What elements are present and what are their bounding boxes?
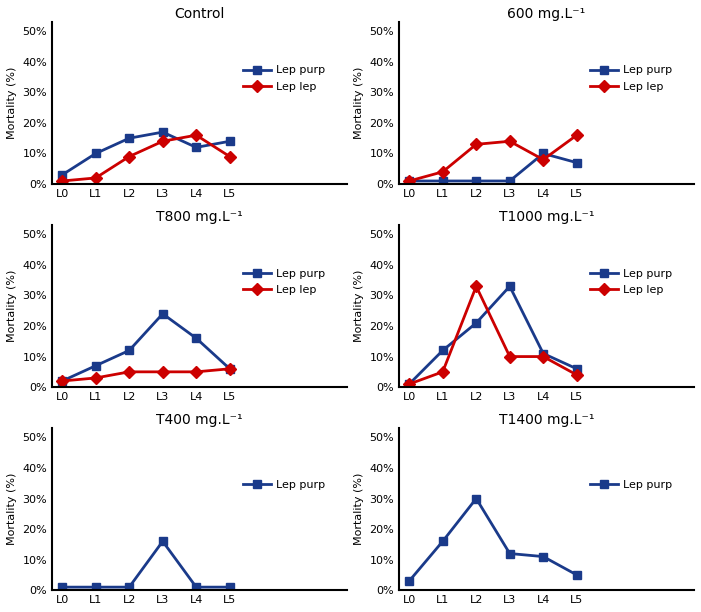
Lep purp xyxy=(125,347,133,354)
Lep purp xyxy=(439,177,447,185)
Legend: Lep purp, Lep lep: Lep purp, Lep lep xyxy=(240,266,327,297)
Y-axis label: Mortality (%): Mortality (%) xyxy=(7,270,17,342)
Lep lep xyxy=(539,353,547,360)
Lep lep xyxy=(505,138,514,145)
Lep lep xyxy=(505,353,514,360)
Lep purp xyxy=(192,335,200,342)
Line: Lep purp: Lep purp xyxy=(58,537,234,591)
Y-axis label: Mortality (%): Mortality (%) xyxy=(354,270,364,342)
Line: Lep purp: Lep purp xyxy=(405,494,581,585)
Lep purp xyxy=(439,347,447,354)
Line: Lep purp: Lep purp xyxy=(58,310,234,385)
Lep lep xyxy=(226,153,234,160)
Lep purp xyxy=(158,537,167,545)
Lep purp xyxy=(573,365,581,373)
Lep lep xyxy=(405,381,414,388)
Line: Lep lep: Lep lep xyxy=(405,131,581,185)
Line: Lep lep: Lep lep xyxy=(405,282,581,388)
Lep purp xyxy=(158,310,167,318)
Line: Lep lep: Lep lep xyxy=(58,131,234,185)
Lep lep xyxy=(405,177,414,185)
Lep purp xyxy=(58,583,67,591)
Y-axis label: Mortality (%): Mortality (%) xyxy=(354,67,364,140)
Title: T1000 mg.L⁻¹: T1000 mg.L⁻¹ xyxy=(499,210,594,224)
Lep purp xyxy=(472,319,480,327)
Lep purp xyxy=(573,571,581,578)
Lep purp xyxy=(158,129,167,136)
Lep lep xyxy=(91,375,100,382)
Legend: Lep purp, Lep lep: Lep purp, Lep lep xyxy=(240,63,327,94)
Lep purp xyxy=(505,283,514,290)
Lep purp xyxy=(505,177,514,185)
Lep purp xyxy=(539,150,547,157)
Line: Lep lep: Lep lep xyxy=(58,365,234,385)
Y-axis label: Mortality (%): Mortality (%) xyxy=(7,67,17,140)
Title: T800 mg.L⁻¹: T800 mg.L⁻¹ xyxy=(156,210,243,224)
Lep purp xyxy=(226,365,234,373)
Lep purp xyxy=(472,177,480,185)
Lep purp xyxy=(91,362,100,370)
Lep purp xyxy=(192,583,200,591)
Title: Control: Control xyxy=(175,7,225,21)
Lep lep xyxy=(192,368,200,376)
Lep purp xyxy=(573,159,581,166)
Lep purp xyxy=(91,583,100,591)
Lep purp xyxy=(405,381,414,388)
Lep purp xyxy=(226,583,234,591)
Lep purp xyxy=(539,553,547,560)
Lep purp xyxy=(125,583,133,591)
Lep purp xyxy=(58,171,67,179)
Lep purp xyxy=(539,350,547,357)
Legend: Lep purp, Lep lep: Lep purp, Lep lep xyxy=(587,266,674,297)
Line: Lep purp: Lep purp xyxy=(58,128,234,179)
Lep lep xyxy=(91,174,100,182)
Legend: Lep purp: Lep purp xyxy=(240,478,327,492)
Title: T1400 mg.L⁻¹: T1400 mg.L⁻¹ xyxy=(499,413,594,427)
Lep lep xyxy=(158,138,167,145)
Lep purp xyxy=(505,550,514,557)
Lep lep xyxy=(472,283,480,290)
Lep lep xyxy=(539,156,547,163)
Lep lep xyxy=(226,365,234,373)
Lep lep xyxy=(158,368,167,376)
Lep purp xyxy=(91,150,100,157)
Lep purp xyxy=(226,138,234,145)
Lep purp xyxy=(58,378,67,385)
Line: Lep purp: Lep purp xyxy=(405,282,581,388)
Lep lep xyxy=(125,153,133,160)
Lep purp xyxy=(405,177,414,185)
Title: T400 mg.L⁻¹: T400 mg.L⁻¹ xyxy=(156,413,243,427)
Line: Lep purp: Lep purp xyxy=(405,149,581,185)
Lep lep xyxy=(439,368,447,376)
Lep purp xyxy=(125,135,133,142)
Y-axis label: Mortality (%): Mortality (%) xyxy=(354,473,364,545)
Lep lep xyxy=(439,168,447,176)
Lep lep xyxy=(472,141,480,148)
Title: 600 mg.L⁻¹: 600 mg.L⁻¹ xyxy=(508,7,586,21)
Lep lep xyxy=(192,132,200,139)
Lep lep xyxy=(125,368,133,376)
Lep lep xyxy=(58,378,67,385)
Y-axis label: Mortality (%): Mortality (%) xyxy=(7,473,17,545)
Lep lep xyxy=(573,132,581,139)
Lep purp xyxy=(192,144,200,151)
Legend: Lep purp: Lep purp xyxy=(587,478,674,492)
Lep purp xyxy=(472,495,480,502)
Lep purp xyxy=(405,577,414,584)
Legend: Lep purp, Lep lep: Lep purp, Lep lep xyxy=(587,63,674,94)
Lep purp xyxy=(439,537,447,545)
Lep lep xyxy=(573,371,581,379)
Lep lep xyxy=(58,177,67,185)
